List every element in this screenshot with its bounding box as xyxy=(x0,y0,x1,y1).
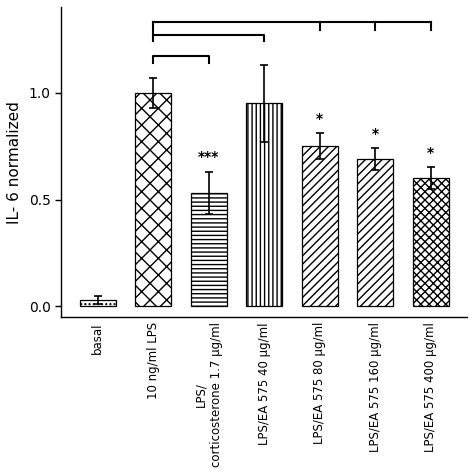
Bar xyxy=(412,178,448,307)
Text: ***: *** xyxy=(198,150,219,164)
Bar xyxy=(135,92,171,307)
Bar xyxy=(80,300,116,307)
Bar xyxy=(191,193,227,307)
Text: *: * xyxy=(427,146,434,160)
Text: *: * xyxy=(372,127,379,141)
Bar xyxy=(246,103,282,307)
Y-axis label: IL- 6 normalized: IL- 6 normalized xyxy=(7,100,22,224)
Bar xyxy=(301,146,337,307)
Bar xyxy=(357,159,393,307)
Text: *: * xyxy=(316,112,323,126)
